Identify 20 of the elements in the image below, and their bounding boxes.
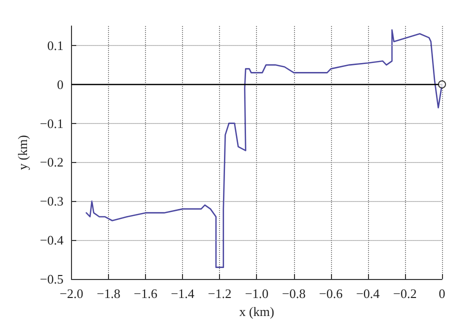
x-tick-label: −1.4 (170, 286, 195, 301)
x-tick-label: 0 (438, 286, 446, 301)
x-tick-label: −0.8 (282, 286, 306, 301)
x-tick-label: −1.0 (244, 286, 269, 301)
y-tick-label: −0.1 (40, 116, 64, 131)
x-tick-label: −0.2 (393, 286, 417, 301)
x-tick-label: −1.6 (134, 286, 158, 301)
x-tick-label: −2.0 (60, 286, 84, 301)
x-tick-label: −0.6 (319, 286, 344, 301)
y-tick-label: −0.3 (40, 194, 64, 209)
x-tick-label: −1.8 (96, 286, 120, 301)
x-tick-label: −0.4 (356, 286, 380, 301)
y-tick-label: −0.4 (40, 232, 64, 248)
x-tick-label: −1.2 (208, 286, 232, 301)
y-axis-title: y (km) (15, 134, 30, 170)
x-axis-title: x (km) (239, 304, 274, 319)
y-tick-label: 0 (56, 76, 64, 92)
y-tick-label: 0.1 (47, 38, 64, 53)
y-tick-label: −0.2 (40, 154, 64, 170)
y-tick-label: −0.5 (40, 272, 64, 286)
